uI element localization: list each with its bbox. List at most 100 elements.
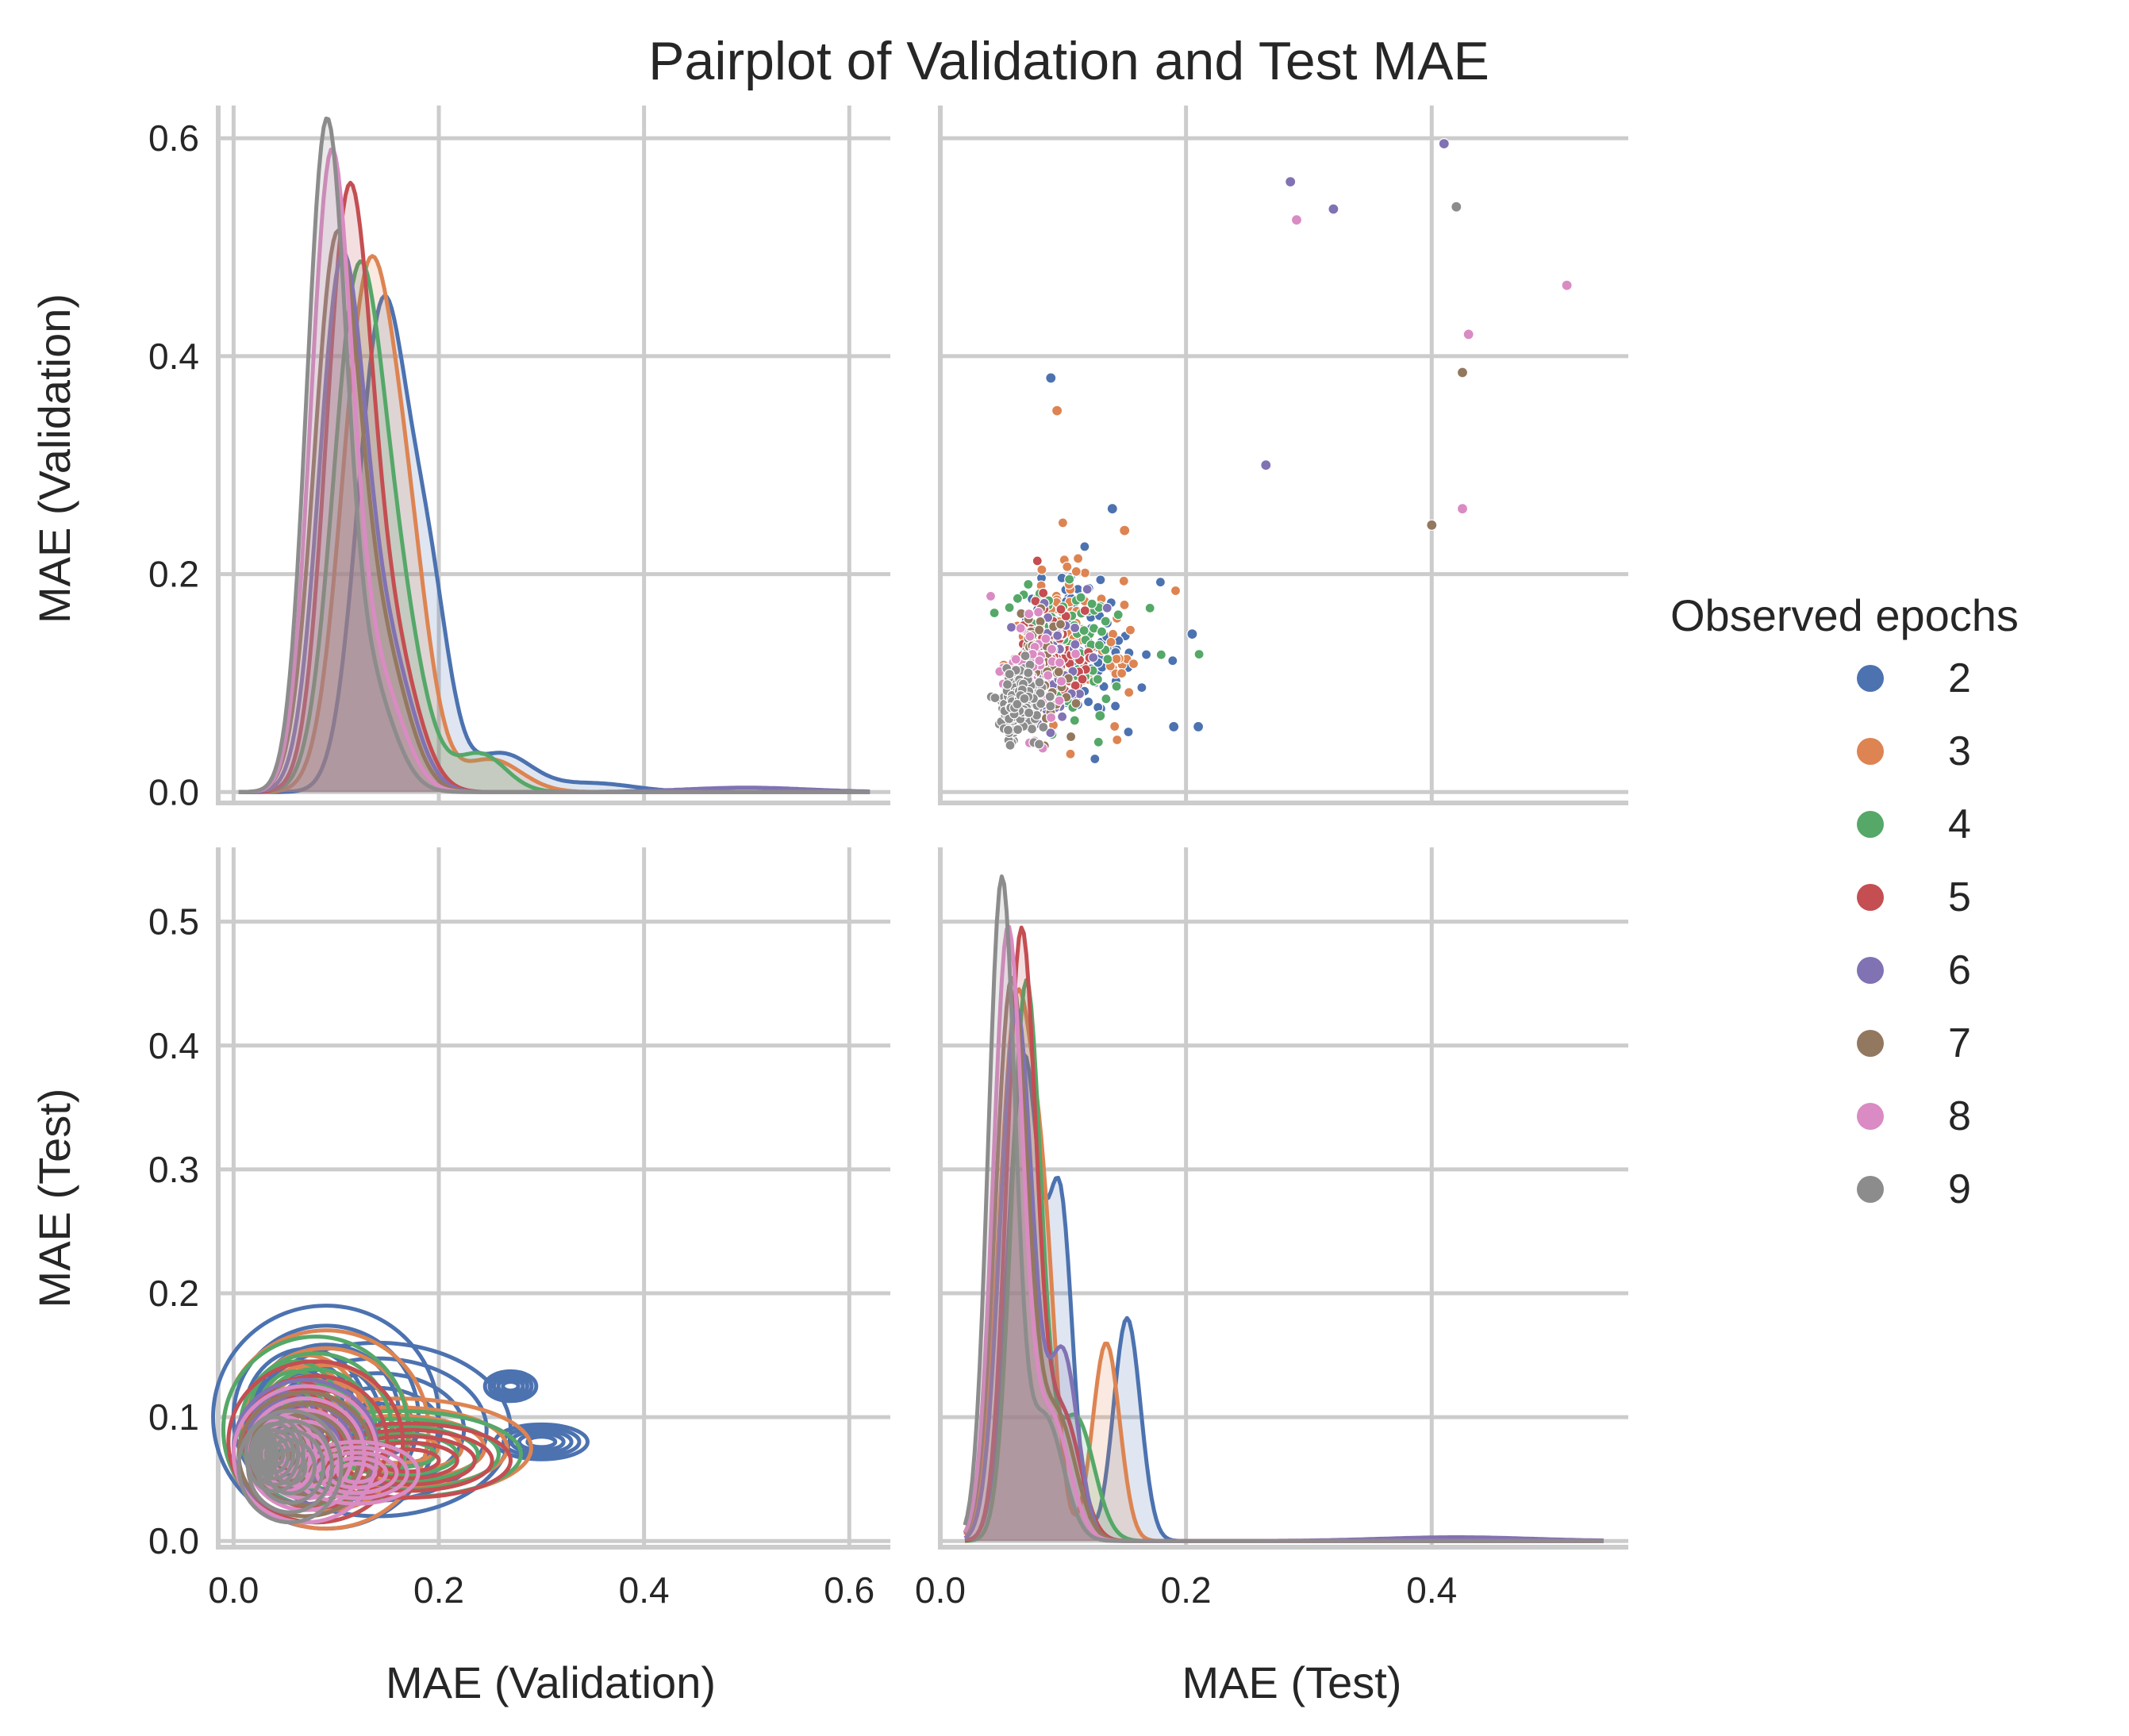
scatter-point-epoch-9 — [1035, 687, 1046, 699]
scatter-point-epoch-2 — [1123, 726, 1134, 738]
scatter-point-epoch-8 — [1024, 609, 1035, 620]
scatter-point-epoch-8 — [1032, 606, 1044, 618]
scatter-point-epoch-7 — [1055, 619, 1066, 630]
scatter-point-epoch-3 — [1124, 687, 1135, 698]
scatter-point-epoch-6 — [1101, 602, 1113, 613]
scatter-point-epoch-2 — [1136, 682, 1147, 693]
scatter-point-epoch-9 — [1020, 650, 1031, 662]
scatter-point-epoch-3 — [1170, 585, 1182, 597]
kde-line-epoch-9 — [238, 116, 870, 794]
scatter-point-epoch-2 — [1109, 701, 1121, 712]
scatter-point-epoch-2 — [1106, 503, 1118, 515]
scatter-point-epoch-4 — [1155, 649, 1166, 660]
scatter-point-epoch-9 — [1001, 679, 1013, 690]
scatter-point-epoch-8 — [1054, 695, 1065, 706]
scatter-point-epoch-9 — [990, 692, 1001, 704]
legend-label-epoch-2: 2 — [1948, 655, 1971, 701]
scatter-point-epoch-2 — [1082, 696, 1094, 708]
scatter-point-epoch-6 — [1260, 459, 1272, 471]
y-tick-label: 0.1 — [148, 1396, 199, 1438]
scatter-point-epoch-8 — [1046, 643, 1058, 655]
scatter-point-epoch-9 — [1005, 739, 1016, 751]
scatter-point-epoch-9 — [1038, 721, 1049, 733]
kde2d-contour-epoch-2 — [525, 1435, 558, 1450]
scatter-point-epoch-9 — [1451, 201, 1462, 213]
scatter-point-epoch-9 — [1019, 693, 1030, 705]
scatter-point-epoch-3 — [1124, 624, 1136, 636]
chart-title: Pairplot of Validation and Test MAE — [648, 31, 1489, 91]
legend-label-epoch-6: 6 — [1948, 947, 1971, 993]
scatter-point-epoch-9 — [1045, 701, 1056, 712]
y-tick-label: 0.4 — [148, 336, 199, 377]
scatter-point-epoch-6 — [1328, 203, 1339, 215]
panel-test-vs-validation-scatter — [938, 106, 1628, 805]
kde2d-contour-epoch-9 — [252, 1431, 277, 1477]
kde-area-epoch-7 — [965, 977, 1604, 1542]
scatter-point-epoch-3 — [1109, 720, 1120, 732]
x-tick-label: 0.0 — [915, 1569, 966, 1611]
scatter-point-epoch-2 — [1095, 574, 1106, 586]
legend-marker-epoch-3 — [1857, 738, 1884, 765]
scatter-point-epoch-8 — [1045, 712, 1057, 724]
scatter-point-epoch-4 — [1012, 593, 1024, 604]
scatter-point-epoch-4 — [1064, 574, 1075, 585]
scatter-point-epoch-7 — [1065, 731, 1077, 743]
scatter-point-epoch-3 — [1057, 517, 1069, 528]
scatter-point-epoch-4 — [1023, 578, 1034, 590]
scatter-point-epoch-3 — [1128, 658, 1139, 670]
scatter-point-epoch-3 — [1065, 748, 1076, 759]
legend-label-epoch-7: 7 — [1948, 1020, 1971, 1066]
legend-label-epoch-9: 9 — [1948, 1166, 1971, 1212]
y-tick-label: 0.3 — [148, 1149, 199, 1190]
legend-marker-epoch-6 — [1857, 957, 1884, 984]
y-tick-label: 0.5 — [148, 901, 199, 943]
scatter-point-epoch-8 — [1043, 670, 1054, 681]
kde-area-epoch-9 — [965, 876, 1604, 1542]
x-axis-label-left: MAE (Validation) — [386, 1657, 716, 1707]
scatter-point-epoch-4 — [1092, 674, 1104, 685]
legend-marker-epoch-8 — [1857, 1103, 1884, 1130]
scatter-point-epoch-9 — [1012, 698, 1023, 710]
kde2d-contour-epoch-2 — [487, 1372, 534, 1400]
legend: Observed epochs 2 3 4 5 6 7 8 9 — [1670, 590, 2019, 1212]
kde2d-contour-epoch-9 — [236, 1408, 344, 1525]
scatter-point-epoch-6 — [1045, 727, 1056, 739]
y-axis-label-bottom: MAE (Test) — [29, 1089, 79, 1308]
scatter-point-epoch-2 — [1168, 720, 1180, 733]
scatter-point-epoch-7 — [1034, 624, 1045, 636]
scatter-point-epoch-7 — [1426, 519, 1438, 531]
scatter-point-epoch-8 — [1462, 328, 1474, 340]
scatter-point-epoch-9 — [1036, 698, 1047, 709]
kde-area-epoch-8 — [238, 149, 870, 793]
kde-area-epoch-9 — [238, 118, 870, 793]
test-kde-curves — [963, 874, 1604, 1543]
x-tick-label: 0.6 — [824, 1569, 874, 1611]
scatter-point-epoch-9 — [1002, 724, 1014, 735]
kde2d-contour-epoch-8 — [314, 1450, 399, 1496]
legend-marker-epoch-2 — [1857, 665, 1884, 692]
kde2d-contour-epoch-9 — [250, 1427, 279, 1481]
panel-test-kde: 0.0 0.2 0.4 — [915, 847, 1628, 1611]
scatter-point-epoch-8 — [1055, 676, 1067, 687]
scatter-point-epoch-3 — [1116, 667, 1128, 679]
legend-label-epoch-8: 8 — [1948, 1093, 1971, 1139]
kde2d-contour-epoch-8 — [336, 1461, 378, 1484]
scatter-point-epoch-3 — [1119, 524, 1131, 536]
kde2d-contour-epoch-2 — [517, 1431, 566, 1453]
kde2d-contour-epoch-2 — [492, 1374, 529, 1398]
scatter-point-epoch-4 — [1069, 715, 1080, 726]
kde2d-contour-epoch-2 — [501, 1380, 521, 1393]
y-tick-label: 0.0 — [148, 771, 199, 812]
scatter-points — [985, 138, 1573, 765]
scatter-point-epoch-4 — [1113, 609, 1124, 620]
scatter-point-epoch-2 — [1186, 628, 1198, 640]
kde2d-contour-epoch-2 — [509, 1428, 574, 1456]
scatter-point-epoch-9 — [1012, 724, 1024, 735]
scatter-point-epoch-4 — [1111, 681, 1122, 692]
y-tick-label: 0.2 — [148, 554, 199, 595]
scatter-point-epoch-9 — [1023, 667, 1034, 678]
scatter-point-epoch-4 — [1086, 598, 1097, 609]
scatter-point-epoch-4 — [1093, 736, 1104, 747]
scatter-point-epoch-6 — [1056, 711, 1068, 722]
scatter-point-epoch-8 — [1290, 214, 1303, 226]
